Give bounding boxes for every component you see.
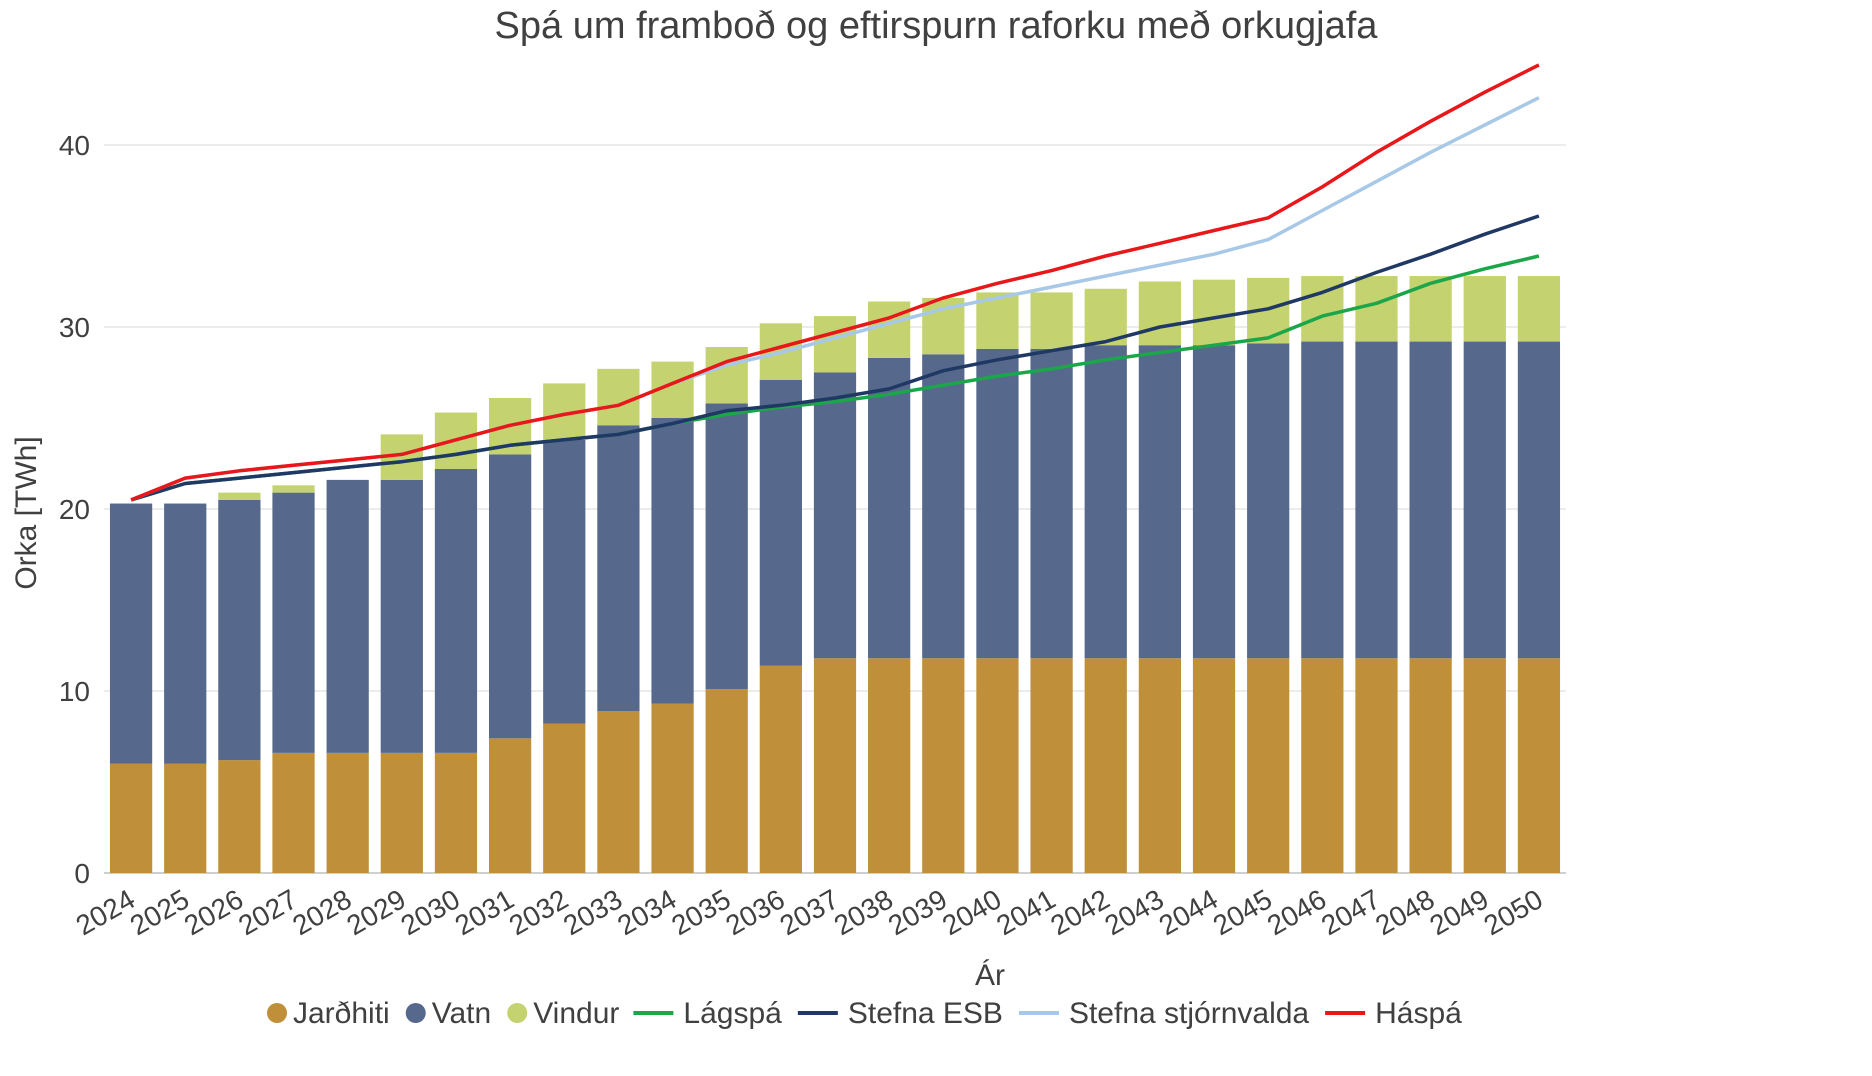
bar-Vatn-2027 — [272, 492, 315, 753]
bar-Jarðhiti-2048 — [1409, 658, 1452, 873]
bar-Vatn-2042 — [1084, 345, 1127, 659]
bar-Vindur-2037 — [813, 316, 857, 373]
bar-Vindur-2035 — [705, 347, 748, 404]
bar-Vatn-2034 — [651, 418, 694, 704]
bar-Vindur-2026 — [218, 492, 261, 500]
bar-Vatn-2036 — [759, 379, 802, 666]
bar-Vatn-2046 — [1301, 341, 1344, 659]
bar-Vindur-2027 — [272, 485, 315, 493]
bar-Jarðhiti-2033 — [597, 711, 640, 873]
bar-Vindur-2048 — [1409, 276, 1452, 342]
series-lines — [130, 63, 1540, 502]
bar-Vatn-2038 — [868, 357, 911, 659]
bar-Vatn-2044 — [1192, 345, 1236, 659]
bar-Vindur-2050 — [1517, 276, 1561, 342]
bar-Jarðhiti-2028 — [326, 752, 369, 873]
y-axis-ticks: 0 10 20 30 40 — [59, 130, 90, 889]
y-tick-20: 20 — [59, 494, 90, 525]
line-Stefna ESB — [130, 214, 1540, 502]
x-axis-ticks: 2024202520262027202820292030203120322033… — [71, 883, 1548, 941]
bar-Jarðhiti-2041 — [1030, 658, 1073, 873]
legend-label-Jarðhiti: Jarðhiti — [293, 997, 390, 1030]
legend-marker-Jarðhiti — [267, 1003, 287, 1023]
legend-marker-Vatn — [405, 1003, 426, 1023]
legend-label-Stefna ESB: Stefna ESB — [848, 997, 1003, 1030]
bar-Vatn-2048 — [1409, 341, 1452, 659]
bar-Vindur-2043 — [1138, 281, 1182, 346]
bar-Vindur-2044 — [1192, 279, 1236, 346]
bar-Vatn-2029 — [380, 479, 423, 753]
bar-Vatn-2037 — [813, 372, 857, 659]
y-tick-10: 10 — [59, 676, 90, 707]
bar-Vatn-2043 — [1138, 345, 1182, 659]
bar-Jarðhiti-2050 — [1517, 658, 1561, 873]
bar-Vindur-2041 — [1030, 292, 1073, 349]
bar-Vatn-2026 — [218, 499, 261, 761]
x-tick-2050: 2050 — [1478, 883, 1547, 941]
bar-Vindur-2033 — [597, 368, 640, 426]
bar-Vatn-2024 — [109, 503, 153, 764]
bars — [109, 276, 1561, 873]
line-Háspá — [130, 63, 1540, 502]
bar-Jarðhiti-2037 — [813, 658, 857, 873]
bar-Jarðhiti-2044 — [1192, 658, 1236, 873]
bar-Jarðhiti-2024 — [109, 763, 153, 873]
bar-Vatn-2028 — [326, 479, 369, 753]
bar-Vatn-2030 — [434, 468, 478, 753]
bar-Jarðhiti-2027 — [272, 752, 315, 873]
bar-Vindur-2038 — [868, 301, 911, 358]
bar-Jarðhiti-2043 — [1138, 658, 1182, 873]
chart-title: Spá um framboð og eftirspurn raforku með… — [495, 5, 1379, 47]
bar-Vatn-2025 — [164, 503, 207, 764]
bar-Jarðhiti-2045 — [1247, 658, 1290, 873]
bar-Vindur-2049 — [1463, 276, 1506, 342]
bar-Jarðhiti-2030 — [434, 752, 478, 873]
bar-Jarðhiti-2025 — [164, 763, 207, 873]
legend-label-Vindur: Vindur — [533, 997, 619, 1030]
bar-Jarðhiti-2049 — [1463, 658, 1506, 873]
y-axis-label: Orka [TWh] — [10, 436, 43, 589]
bar-Vatn-2045 — [1247, 343, 1290, 659]
x-axis-label: Ár — [975, 959, 1005, 992]
y-tick-30: 30 — [59, 312, 90, 343]
y-tick-40: 40 — [59, 130, 90, 161]
bar-Jarðhiti-2026 — [218, 760, 261, 873]
bar-Jarðhiti-2029 — [380, 752, 423, 873]
bar-Vatn-2047 — [1355, 341, 1398, 659]
bar-Jarðhiti-2046 — [1301, 658, 1344, 873]
bar-Jarðhiti-2031 — [488, 738, 532, 873]
bar-Jarðhiti-2047 — [1355, 658, 1398, 873]
legend-label-Lágspá: Lágspá — [683, 997, 782, 1030]
bar-Vatn-2041 — [1030, 348, 1073, 659]
bar-Vatn-2035 — [705, 403, 748, 690]
legend-label-Háspá: Háspá — [1375, 997, 1462, 1030]
bar-Jarðhiti-2035 — [705, 689, 748, 873]
bar-Jarðhiti-2034 — [651, 703, 694, 873]
bar-Jarðhiti-2038 — [868, 658, 911, 873]
bar-Vatn-2040 — [976, 348, 1019, 659]
bar-Jarðhiti-2032 — [543, 723, 586, 873]
bar-Vindur-2042 — [1084, 288, 1127, 346]
bar-Vatn-2049 — [1463, 341, 1506, 659]
legend: Jarðhiti Vatn Vindur Lágspá Stefna ESB Stefna… — [267, 997, 1462, 1030]
bar-Vatn-2050 — [1517, 341, 1561, 659]
legend-label-Vatn: Vatn — [432, 997, 492, 1030]
y-tick-0: 0 — [74, 858, 90, 889]
bar-Vindur-2047 — [1355, 276, 1398, 342]
legend-label-Stefna stjórnvalda: Stefna stjórnvalda — [1069, 997, 1309, 1030]
bar-Vatn-2031 — [488, 454, 532, 739]
bar-Vatn-2039 — [922, 354, 965, 659]
bar-Jarðhiti-2036 — [759, 665, 802, 873]
bar-Vatn-2032 — [543, 439, 586, 724]
bar-Jarðhiti-2042 — [1084, 658, 1127, 873]
bar-Jarðhiti-2040 — [976, 658, 1019, 873]
bar-Vatn-2033 — [597, 425, 640, 712]
bar-Jarðhiti-2039 — [922, 658, 965, 873]
legend-marker-Vindur — [507, 1003, 528, 1023]
